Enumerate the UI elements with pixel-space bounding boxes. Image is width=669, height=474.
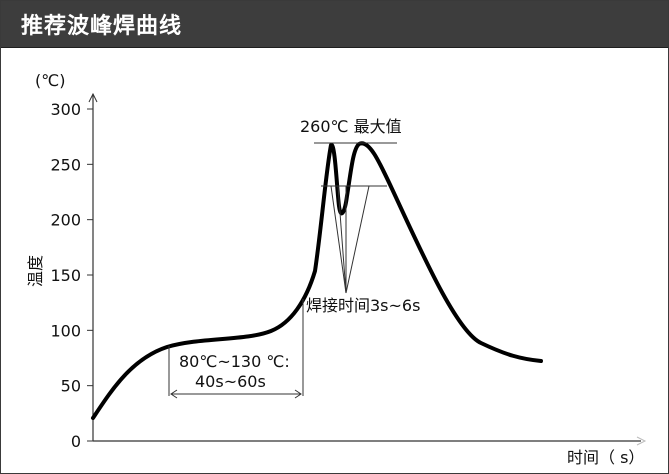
- contact-annotation: 焊接时间3s~6s: [306, 296, 420, 315]
- contact-pointer-2: [337, 185, 347, 294]
- preheat-annotation-line1: 80℃~130 ℃:: [179, 352, 290, 371]
- x-axis-label: 时间（ s）: [567, 448, 644, 467]
- contact-pointer-1: [330, 185, 347, 294]
- y-tick-label: 300: [50, 100, 81, 119]
- x-axis-arrow: [636, 436, 647, 446]
- y-tick-label: 250: [50, 155, 81, 174]
- y-unit-label: (℃): [35, 71, 65, 90]
- y-tick-label: 0: [71, 432, 81, 451]
- header-bar: 推荐波峰焊曲线: [1, 1, 668, 48]
- contact-pointer-4: [345, 185, 370, 294]
- peak-annotation: 260℃ 最大值: [300, 117, 402, 136]
- y-axis-label: 温度: [26, 255, 45, 287]
- temperature-curve: [91, 141, 543, 420]
- preheat-arrow-left: [170, 389, 178, 399]
- y-tick-label: 200: [50, 211, 81, 230]
- page-title: 推荐波峰焊曲线: [21, 14, 183, 39]
- preheat-arrow-right: [294, 389, 302, 399]
- y-tick-label: 150: [50, 266, 81, 285]
- y-axis-arrow: [88, 92, 98, 103]
- y-tick-label: 100: [50, 321, 81, 340]
- y-tick-label: 50: [61, 377, 81, 396]
- y-ticks: 0 50 100 150 200 250 300: [50, 100, 93, 451]
- preheat-annotation-line2: 40s~60s: [195, 372, 266, 391]
